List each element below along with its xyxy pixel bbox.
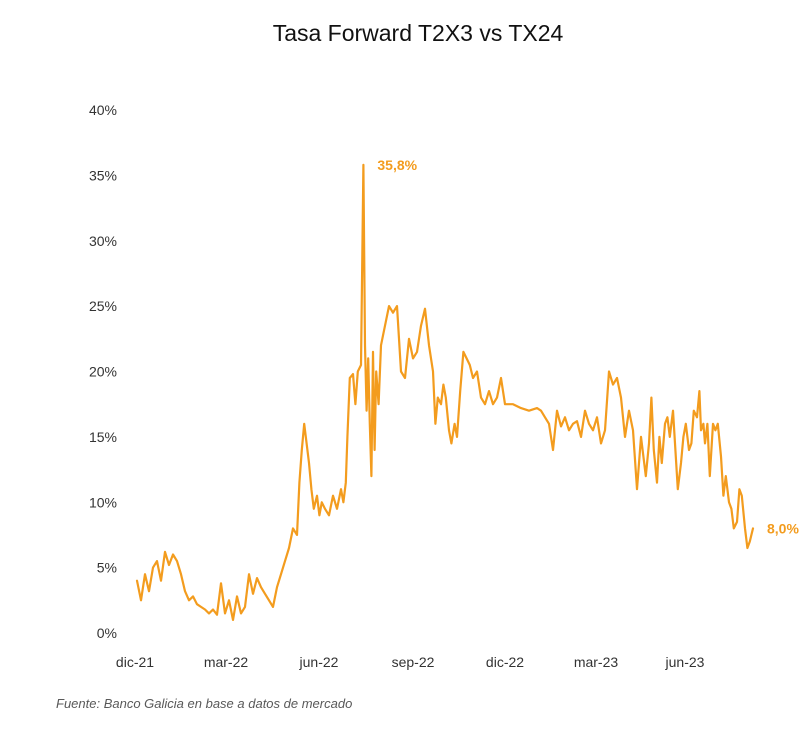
y-tick-label: 40% <box>89 102 117 118</box>
y-tick-label: 25% <box>89 298 117 314</box>
x-tick-label: dic-22 <box>486 654 524 670</box>
x-axis: dic-21 mar-22 jun-22 sep-22 dic-22 mar-23 jun-… <box>116 654 705 670</box>
y-tick-label: 5% <box>97 560 117 576</box>
data-label: 8,0% <box>767 520 799 536</box>
data-label: 35,8% <box>377 157 417 173</box>
x-tick-label: dic-21 <box>116 654 154 670</box>
chart-title: Tasa Forward T2X3 vs TX24 <box>273 20 564 46</box>
y-tick-label: 20% <box>89 364 117 380</box>
x-tick-label: jun-22 <box>299 654 339 670</box>
x-tick-label: mar-22 <box>204 654 249 670</box>
x-tick-label: jun-23 <box>665 654 705 670</box>
y-tick-label: 35% <box>89 167 117 183</box>
annotations: 35,8% 8,0% <box>377 157 799 536</box>
y-tick-label: 30% <box>89 233 117 249</box>
y-tick-label: 15% <box>89 429 117 445</box>
series-line <box>135 163 755 621</box>
x-tick-label: mar-23 <box>574 654 619 670</box>
y-axis: 0% 5% 10% 15% 20% 25% 30% 35% 40% <box>89 102 117 641</box>
series-group <box>135 163 755 621</box>
x-tick-label: sep-22 <box>392 654 435 670</box>
source-note: Fuente: Banco Galicia en base a datos de… <box>56 696 353 711</box>
y-tick-label: 10% <box>89 494 117 510</box>
y-tick-label: 0% <box>97 625 117 641</box>
